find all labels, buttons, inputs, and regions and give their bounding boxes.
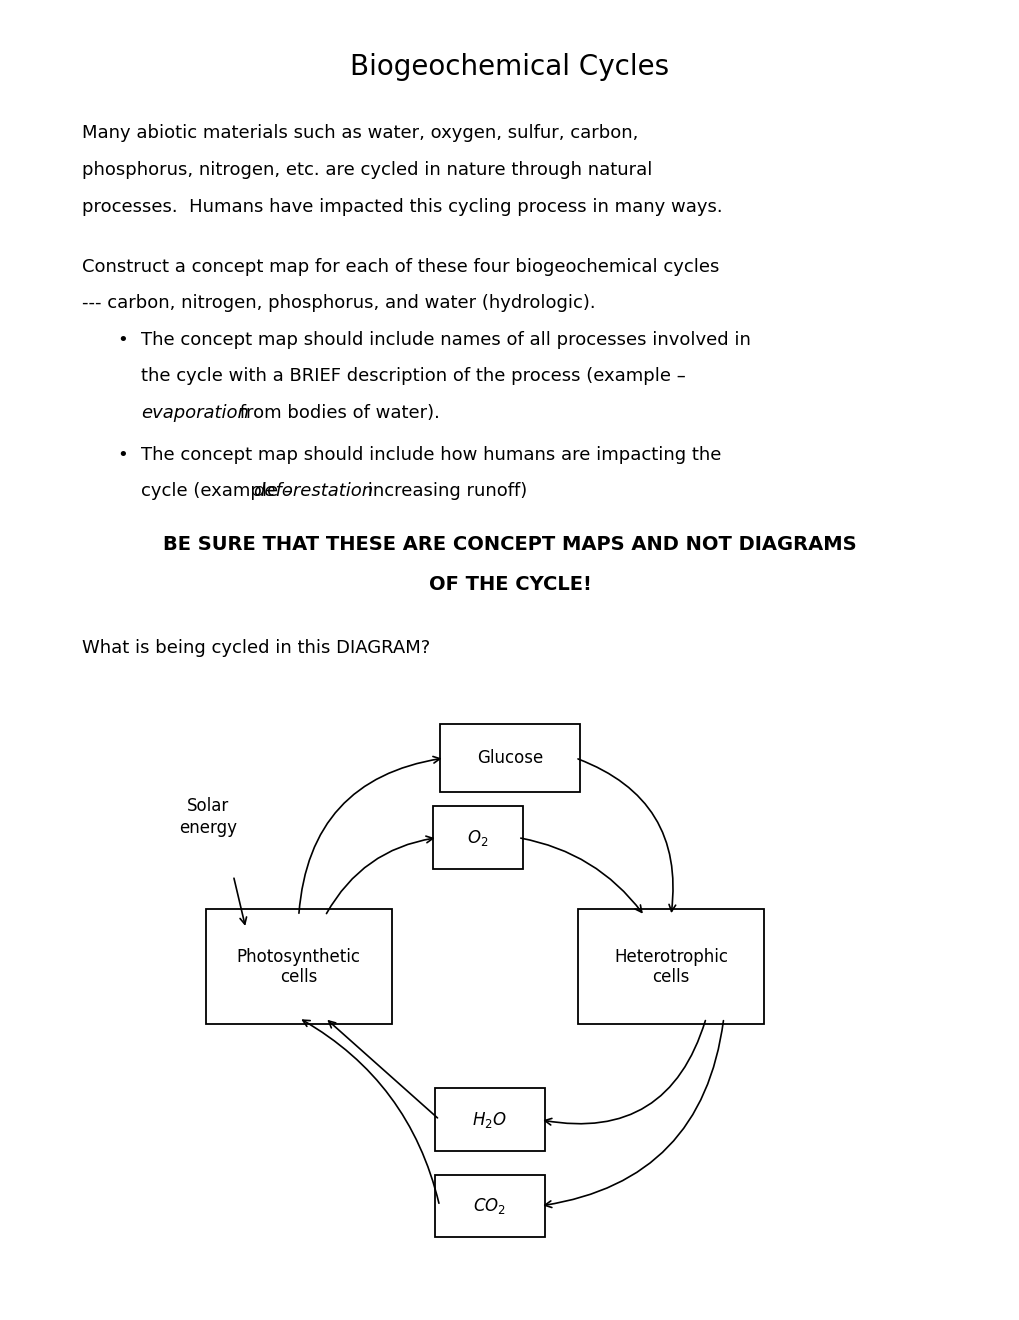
FancyBboxPatch shape bbox=[578, 909, 763, 1024]
FancyBboxPatch shape bbox=[432, 807, 523, 869]
Text: $H_2O$: $H_2O$ bbox=[472, 1110, 506, 1130]
Text: from bodies of water).: from bodies of water). bbox=[234, 404, 440, 422]
Text: cycle (example –: cycle (example – bbox=[141, 482, 299, 500]
Text: BE SURE THAT THESE ARE CONCEPT MAPS AND NOT DIAGRAMS: BE SURE THAT THESE ARE CONCEPT MAPS AND … bbox=[163, 535, 856, 553]
FancyBboxPatch shape bbox=[206, 909, 391, 1024]
Text: evaporation: evaporation bbox=[141, 404, 249, 422]
Text: processes.  Humans have impacted this cycling process in many ways.: processes. Humans have impacted this cyc… bbox=[83, 198, 722, 215]
Text: deforestation: deforestation bbox=[253, 482, 373, 500]
Text: $O_2$: $O_2$ bbox=[467, 828, 488, 847]
Text: Many abiotic materials such as water, oxygen, sulfur, carbon,: Many abiotic materials such as water, ox… bbox=[83, 124, 638, 143]
Text: Glucose: Glucose bbox=[477, 748, 542, 767]
Text: Construct a concept map for each of these four biogeochemical cycles: Construct a concept map for each of thes… bbox=[83, 257, 719, 276]
Text: OF THE CYCLE!: OF THE CYCLE! bbox=[428, 574, 591, 594]
Text: Heterotrophic
cells: Heterotrophic cells bbox=[613, 948, 728, 986]
FancyBboxPatch shape bbox=[434, 1089, 545, 1151]
Text: $CO_2$: $CO_2$ bbox=[473, 1196, 505, 1216]
Text: •: • bbox=[117, 446, 128, 463]
Text: --- carbon, nitrogen, phosphorus, and water (hydrologic).: --- carbon, nitrogen, phosphorus, and wa… bbox=[83, 294, 595, 313]
Text: The concept map should include how humans are impacting the: The concept map should include how human… bbox=[141, 446, 720, 463]
FancyBboxPatch shape bbox=[434, 1175, 545, 1237]
Text: What is being cycled in this DIAGRAM?: What is being cycled in this DIAGRAM? bbox=[83, 639, 430, 656]
Text: Biogeochemical Cycles: Biogeochemical Cycles bbox=[351, 53, 668, 81]
Text: the cycle with a BRIEF description of the process (example –: the cycle with a BRIEF description of th… bbox=[141, 367, 685, 385]
Text: •: • bbox=[117, 331, 128, 348]
Text: increasing runoff): increasing runoff) bbox=[362, 482, 527, 500]
Text: phosphorus, nitrogen, etc. are cycled in nature through natural: phosphorus, nitrogen, etc. are cycled in… bbox=[83, 161, 652, 180]
Text: Photosynthetic
cells: Photosynthetic cells bbox=[236, 948, 361, 986]
Text: Solar
energy: Solar energy bbox=[179, 797, 237, 837]
FancyBboxPatch shape bbox=[439, 723, 580, 792]
Text: The concept map should include names of all processes involved in: The concept map should include names of … bbox=[141, 331, 750, 348]
